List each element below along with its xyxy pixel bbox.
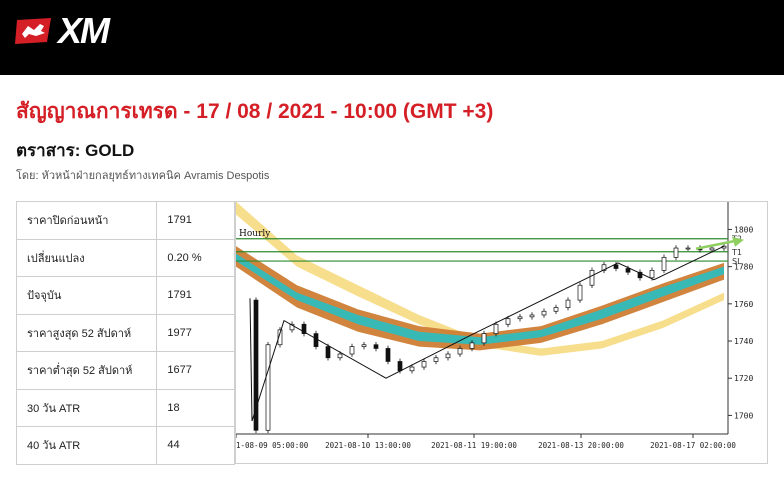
candle-body (589, 270, 595, 286)
candle-body (517, 316, 523, 320)
level-label-sl: SL (732, 257, 742, 266)
stat-label: เปลี่ยนแปลง (15, 238, 158, 277)
stat-label: ราคาต่ำสุด 52 สัปดาห์ (15, 351, 158, 390)
candle-body (481, 333, 487, 344)
x-tick-label: 2021-08-11 19:00:00 (431, 441, 517, 450)
candle-body (601, 264, 607, 271)
candle-body (421, 361, 427, 368)
band-teal (236, 253, 724, 345)
stat-label: ราคาสูงสุด 52 สัปดาห์ (15, 313, 158, 352)
stat-value: 44 (156, 426, 235, 465)
y-tick-label: 1740 (734, 337, 753, 346)
candle-body (289, 323, 295, 331)
candle-body (397, 361, 403, 372)
candle-body (505, 318, 511, 325)
stats-table: ราคาปิดก่อนหน้า 1791 เปลี่ยนแปลง 0.20 % ปัจจ… (15, 201, 235, 465)
x-tick-label: 1-08-09 05:00:00 (236, 441, 309, 450)
candle-body (565, 299, 571, 308)
stat-value: 1791 (156, 276, 235, 315)
projection-arrowhead (732, 236, 744, 247)
candle-body (409, 366, 415, 372)
stats-row: ราคาต่ำสุด 52 สัปดาห์ 1677 (15, 351, 235, 390)
candle-body (313, 333, 319, 347)
candle-body (541, 310, 547, 316)
projection-arrow (695, 239, 737, 250)
timeframe-label: Hourly (239, 229, 271, 239)
candle-body (649, 270, 655, 279)
stats-row: ราคาสูงสุด 52 สัปดาห์ 1977 (15, 313, 235, 352)
candle-body (661, 256, 667, 271)
brand-name: XM (58, 10, 110, 51)
chart-svg: T2T1SL1700172017401760178018001-08-09 05… (236, 202, 753, 450)
candle-body (253, 299, 259, 431)
y-tick-label: 1720 (734, 374, 753, 383)
candle-body (613, 264, 619, 269)
stat-value: 1977 (156, 313, 235, 352)
x-tick-label: 2021-08-10 13:00:00 (325, 441, 411, 450)
stat-value: 18 (156, 388, 235, 427)
xm-logo[interactable]: XM (14, 10, 110, 51)
candle-body (673, 247, 679, 258)
candle-body (577, 284, 583, 301)
x-tick-label: 2021-08-17 02:00:00 (650, 441, 736, 450)
author-byline: โดย: หัวหน้าฝ่ายกลยุทธ์ทางเทคนิค Avramis… (16, 170, 270, 182)
instrument-heading: ตราสาร: GOLD (16, 141, 135, 160)
candle-body (637, 271, 643, 279)
candle-body (325, 346, 331, 359)
candle-body (709, 247, 715, 251)
stat-label: 30 วัน ATR (15, 388, 158, 427)
candle-body (373, 344, 379, 349)
stat-value: 1677 (156, 351, 235, 390)
candle-body (457, 348, 463, 355)
band-orange (236, 246, 724, 351)
stats-row: ปัจจุบัน 1791 (15, 276, 235, 315)
candle-body (349, 346, 355, 355)
y-tick-label: 1760 (734, 300, 753, 309)
stats-row: ราคาปิดก่อนหน้า 1791 (15, 201, 235, 240)
candle-body (361, 344, 367, 347)
stat-label: ปัจจุบัน (15, 276, 158, 315)
bull-logo-icon (15, 18, 51, 44)
stats-row: เปลี่ยนแปลง 0.20 % (15, 238, 235, 277)
stat-value: 1791 (156, 201, 235, 240)
stat-label: 40 วัน ATR (15, 426, 158, 465)
candle-body (385, 348, 391, 362)
candle-body (469, 342, 475, 349)
candle-body (433, 357, 439, 362)
x-tick-label: 2021-08-13 20:00:00 (538, 441, 624, 450)
candle-body (529, 314, 535, 318)
price-chart: T2T1SL1700172017401760178018001-08-09 05… (235, 201, 768, 464)
stats-row: 40 วัน ATR 44 (15, 426, 235, 465)
zigzag-line (249, 245, 725, 422)
candle-body (265, 344, 271, 431)
site-header: XM (0, 0, 784, 75)
candle-body (625, 268, 631, 273)
page-title: สัญญาณการเทรด - 17 / 08 / 2021 - 10:00 (… (16, 100, 494, 123)
candle-body (301, 323, 307, 334)
candle-body (685, 247, 691, 250)
stat-value: 0.20 % (156, 238, 235, 277)
candle-body (277, 329, 283, 346)
stats-row: 30 วัน ATR 18 (15, 388, 235, 427)
level-label-t1: T1 (731, 248, 742, 257)
candle-body (445, 353, 451, 359)
candle-body (337, 353, 343, 359)
stat-label: ราคาปิดก่อนหน้า (15, 201, 158, 240)
y-tick-label: 1800 (734, 225, 753, 234)
candle-body (493, 323, 499, 334)
y-tick-label: 1700 (734, 411, 753, 420)
candle-body (553, 307, 559, 312)
y-tick-label: 1780 (734, 263, 753, 272)
band-outer-yellow (236, 202, 724, 356)
